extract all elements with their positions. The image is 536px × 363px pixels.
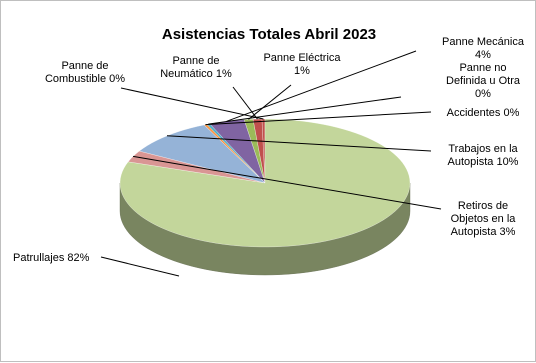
leader-line-0 [120, 87, 264, 120]
leader-line-2 [248, 84, 292, 120]
slice-label-line: Retiros de [458, 200, 508, 212]
leader-line-7 [133, 155, 442, 210]
slice-label-line: Trabajos en la [448, 143, 518, 155]
slice-label-4: Panne no Definida u Otra 0% [446, 62, 521, 100]
slice-label-line: Autopista 10% [448, 156, 519, 168]
chart-title: Asistencias Totales Abril 2023 [162, 26, 376, 43]
slice-label-line: 0% [475, 88, 491, 100]
slice-label-line: Neumático 1% [160, 68, 232, 80]
slice-label-3: Panne Mecánica 4% [442, 36, 525, 61]
slice-labels: Panne de Combustible 0%Panne de Neumático … [13, 36, 525, 264]
leader-line-1 [232, 86, 258, 120]
leader-line-4 [208, 96, 402, 125]
slice-label-6: Trabajos en la Autopista 10% [448, 143, 519, 168]
slice-label-line: Panne Mecánica [442, 36, 525, 48]
slice-label-line: 4% [475, 49, 491, 61]
slice-label-1: Panne de Neumático 1% [160, 55, 232, 80]
slice-label-line: Panne de [172, 55, 219, 67]
leader-line-8 [100, 256, 180, 277]
slice-label-0: Panne de Combustible 0% [45, 60, 125, 85]
slice-label-line: 1% [294, 65, 310, 77]
slice-label-line: Panne Eléctrica [263, 52, 341, 64]
slice-label-line: Accidentes 0% [447, 107, 520, 119]
slice-label-line: Combustible 0% [45, 73, 125, 85]
slice-label-2: Panne Eléctrica 1% [263, 52, 341, 77]
slice-label-line: Autopista 3% [451, 226, 516, 238]
leader-lines [100, 50, 442, 277]
slice-label-line: Objetos en la [451, 213, 517, 225]
slice-label-line: Patrullajes 82% [13, 252, 90, 264]
slice-label-7: Retiros de Objetos en la Autopista 3% [451, 200, 517, 238]
leader-line-5 [205, 111, 432, 126]
leader-line-6 [166, 135, 432, 152]
pie-tops [119, 118, 411, 248]
slice-label-line: Definida u Otra [446, 75, 521, 87]
leader-line-3 [226, 50, 417, 122]
slice-label-5: Accidentes 0% [447, 107, 520, 119]
slice-label-8: Patrullajes 82% [13, 252, 90, 264]
slice-label-line: Panne no [459, 62, 506, 74]
slice-8 [119, 118, 411, 248]
slice-label-line: Panne de [61, 60, 108, 72]
